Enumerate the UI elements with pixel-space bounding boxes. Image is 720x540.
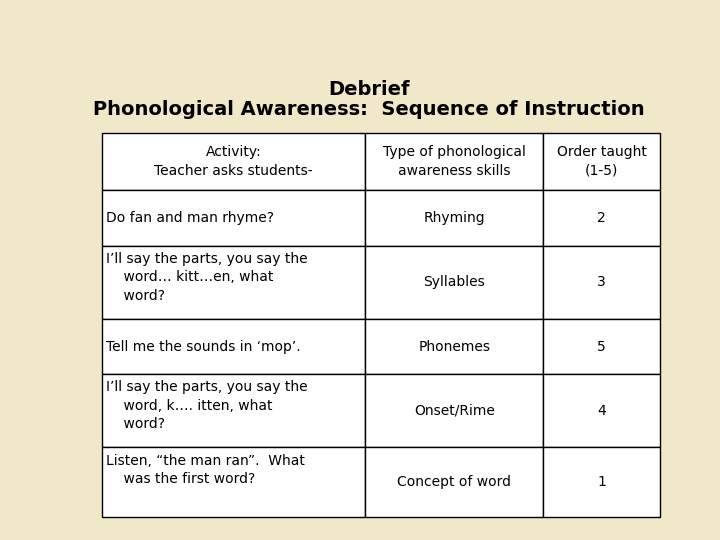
Bar (365, 132, 544, 190)
Text: Activity:
Teacher asks students-: Activity: Teacher asks students- (154, 145, 312, 178)
Bar (102, 374, 365, 448)
Bar (544, 374, 660, 448)
Text: 3: 3 (597, 275, 606, 289)
Text: 2: 2 (597, 211, 606, 225)
Bar (365, 448, 544, 517)
Bar (544, 190, 660, 246)
Text: Tell me the sounds in ‘mop’.: Tell me the sounds in ‘mop’. (107, 340, 301, 354)
Bar (102, 132, 365, 190)
Bar (544, 319, 660, 374)
Text: Rhyming: Rhyming (423, 211, 485, 225)
Text: Phonemes: Phonemes (418, 340, 490, 354)
Bar (544, 132, 660, 190)
Text: Type of phonological
awareness skills: Type of phonological awareness skills (383, 145, 526, 178)
Text: 4: 4 (597, 404, 606, 418)
Text: Listen, “the man ran”.  What
    was the first word?: Listen, “the man ran”. What was the firs… (107, 454, 305, 486)
Text: I’ll say the parts, you say the
    word, k…. itten, what
    word?: I’ll say the parts, you say the word, k…… (107, 381, 308, 431)
Bar (365, 190, 544, 246)
Bar (544, 448, 660, 517)
Bar (365, 374, 544, 448)
Text: 5: 5 (597, 340, 606, 354)
Text: 1: 1 (597, 475, 606, 489)
Text: Do fan and man rhyme?: Do fan and man rhyme? (107, 211, 274, 225)
Text: Concept of word: Concept of word (397, 475, 511, 489)
Bar (102, 448, 365, 517)
Text: Debrief: Debrief (328, 80, 410, 99)
Bar (365, 246, 544, 319)
Text: I’ll say the parts, you say the
    word… kitt…en, what
    word?: I’ll say the parts, you say the word… ki… (107, 252, 308, 303)
Bar (544, 246, 660, 319)
Bar (102, 246, 365, 319)
Text: Phonological Awareness:  Sequence of Instruction: Phonological Awareness: Sequence of Inst… (93, 100, 645, 119)
Bar (102, 190, 365, 246)
Text: Onset/Rime: Onset/Rime (414, 404, 495, 418)
Bar (365, 319, 544, 374)
Text: Syllables: Syllables (423, 275, 485, 289)
Text: Order taught
(1-5): Order taught (1-5) (557, 145, 647, 178)
Bar (102, 319, 365, 374)
